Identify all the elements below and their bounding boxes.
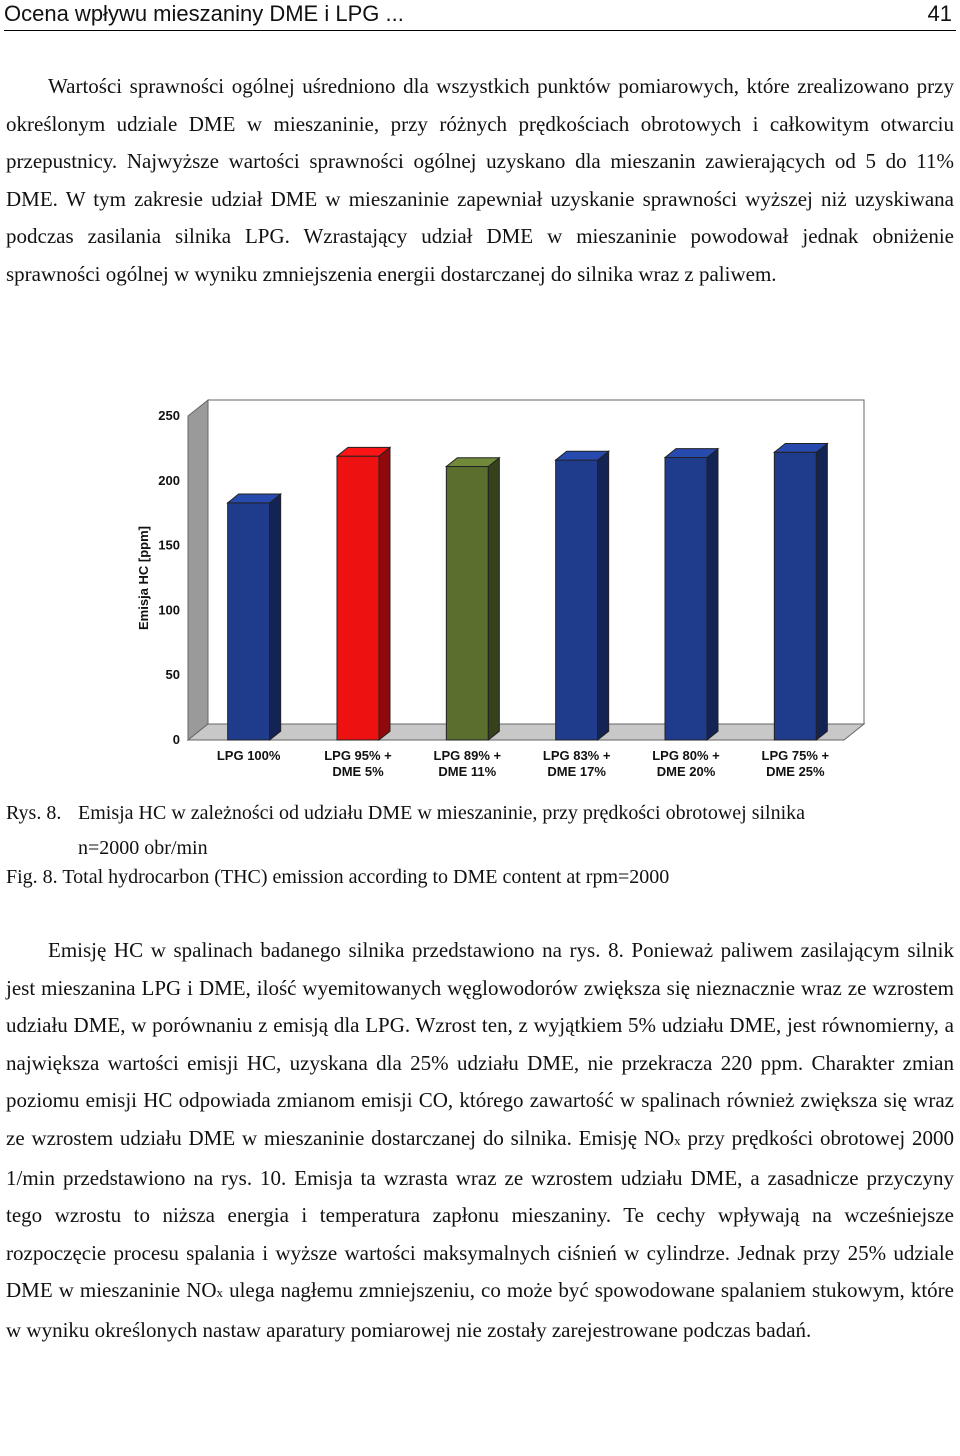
x-category-label: LPG 95% +	[324, 748, 392, 763]
x-category-label: DME 11%	[438, 764, 496, 779]
caption-en-label: Fig. 8.	[6, 866, 58, 888]
bar	[445, 466, 489, 741]
bar	[227, 502, 271, 741]
y-axis-label: Emisja HC [ppm]	[136, 526, 151, 630]
y-tick-label: 0	[173, 732, 180, 747]
caption-en-text: Total hydrocarbon (THC) emission accordi…	[62, 866, 670, 888]
chart-back-wall	[207, 399, 865, 725]
x-category-label: DME 5%	[332, 764, 384, 779]
bar-side	[487, 456, 500, 742]
paragraph-2-part1: Emisję HC w spalinach badanego silnika p…	[6, 938, 954, 1150]
page-number: 41	[927, 1, 952, 26]
caption-pl-text2: n=2000 obr/min	[78, 837, 208, 859]
paragraph-2: Emisję HC w spalinach badanego silnika p…	[6, 932, 954, 1350]
subscript-x: x	[674, 1132, 681, 1148]
x-category-label: LPG 83% +	[543, 748, 611, 763]
x-category-label: DME 17%	[547, 764, 606, 779]
bar-side	[378, 446, 391, 742]
bar	[773, 451, 817, 741]
bar-side	[706, 447, 719, 742]
bar-top	[444, 457, 501, 468]
running-title: Ocena wpływu mieszaniny DME i LPG ...	[4, 1, 404, 26]
bar-top	[663, 448, 720, 458]
hc-emission-chart: 0 50 100 150 200 250 Emisja HC [ppm] LPG 100% LP…	[136, 398, 866, 779]
chart-side-wall	[187, 398, 209, 742]
figure-caption-pl: Rys. 8. Emisja HC w zależności od udziału…	[6, 796, 954, 866]
y-tick-label: 200	[158, 473, 180, 488]
bar	[555, 459, 599, 741]
chart-floor	[186, 723, 866, 741]
x-category-label: LPG 89% +	[434, 748, 502, 763]
caption-pl-text: Emisja HC w zależności od udziału DME w …	[78, 802, 806, 824]
bar-top	[226, 493, 283, 504]
bar-side	[597, 450, 610, 742]
x-category-label: DME 25%	[766, 764, 825, 779]
y-tick-label: 100	[158, 602, 180, 617]
x-category-label: LPG 80% +	[652, 748, 720, 763]
caption-pl-label: Rys. 8.	[6, 802, 62, 824]
x-category-label: LPG 100%	[217, 748, 281, 763]
bar-top	[335, 446, 392, 457]
subscript-x: x	[216, 1285, 224, 1301]
bar-top	[554, 450, 611, 461]
bar-side	[269, 492, 282, 742]
y-tick-label: 50	[166, 667, 180, 682]
x-category-label: DME 20%	[657, 764, 716, 779]
x-category-label: LPG 75% +	[762, 748, 830, 763]
page-header: Ocena wpływu mieszaniny DME i LPG ... 41	[4, 0, 956, 31]
paragraph-2-part3: ulega nagłemu zmniejszeniu, co może być …	[6, 1278, 954, 1342]
figure-caption-en: Fig. 8. Total hydrocarbon (THC) emission…	[6, 866, 669, 889]
paragraph-1: Wartości sprawności ogólnej uśredniono d…	[6, 74, 954, 286]
y-tick-label: 150	[158, 538, 180, 553]
paragraph-2-part2: przy prędkości obrotowej 2000 1/min prze…	[6, 1125, 954, 1303]
bar-side	[815, 442, 828, 742]
y-tick-label: 250	[158, 408, 180, 423]
bar	[664, 456, 708, 741]
bar-top	[772, 442, 829, 453]
bar	[336, 455, 380, 741]
